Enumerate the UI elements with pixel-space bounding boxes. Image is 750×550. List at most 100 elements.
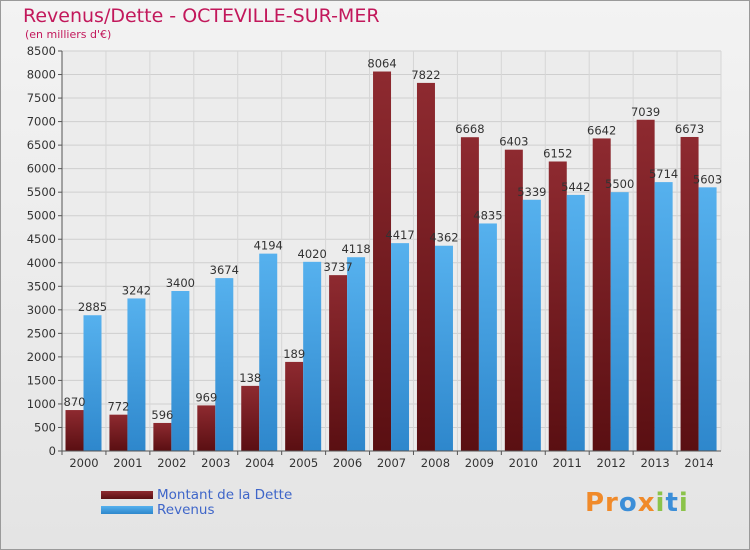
bar-dette <box>197 405 216 451</box>
data-label-dette: 870 <box>64 395 86 409</box>
x-tick-label: 2006 <box>333 456 362 470</box>
chart-subtitle: (en milliers d'€) <box>25 28 112 41</box>
y-tick-label: 500 <box>34 420 56 434</box>
y-tick-label: 8500 <box>27 44 56 58</box>
x-tick-label: 2011 <box>553 456 582 470</box>
y-tick-label: 5000 <box>27 209 56 223</box>
y-tick-label: 7000 <box>27 115 56 129</box>
data-label-revenus: 5603 <box>693 172 722 186</box>
logo-part-1: Pr <box>585 488 619 518</box>
x-tick-label: 2012 <box>597 456 626 470</box>
data-label-revenus: 4118 <box>341 242 370 256</box>
bar-dette <box>241 385 260 451</box>
y-tick-label: 6500 <box>27 138 56 152</box>
bar-revenus <box>171 291 190 451</box>
x-tick-label: 2005 <box>289 456 318 470</box>
x-tick-label: 2000 <box>69 456 98 470</box>
legend-swatch-dette <box>101 490 153 499</box>
y-tick-label: 2000 <box>27 350 56 364</box>
y-tick-label: 1500 <box>27 373 56 387</box>
data-label-dette: 969 <box>195 390 217 404</box>
data-label-dette: 138 <box>239 371 261 385</box>
bar-dette <box>592 138 611 451</box>
bar-revenus <box>522 199 541 451</box>
bars-layer <box>65 71 717 452</box>
data-label-dette: 596 <box>151 408 173 422</box>
data-label-dette: 6152 <box>543 146 572 160</box>
data-label-dette: 772 <box>107 400 129 414</box>
bar-dette <box>460 137 479 451</box>
bar-dette <box>285 361 304 451</box>
bar-revenus <box>303 261 322 451</box>
bar-revenus <box>698 187 717 451</box>
x-tick-label: 2001 <box>113 456 142 470</box>
logo-part-4: i <box>655 488 666 518</box>
data-label-dette: 7822 <box>411 68 440 82</box>
legend-label-dette: Montant de la Dette <box>157 486 293 503</box>
bar-revenus <box>215 278 234 451</box>
y-tick-label: 2500 <box>27 326 56 340</box>
data-label-revenus: 5442 <box>561 180 590 194</box>
y-tick-label: 6000 <box>27 162 56 176</box>
legend-item-revenus: Revenus <box>101 501 292 518</box>
logo-part-5: t <box>665 488 679 518</box>
legend-swatch-revenus <box>101 505 153 514</box>
x-tick-label: 2013 <box>640 456 669 470</box>
data-label-revenus: 4362 <box>429 231 458 245</box>
data-label-revenus: 3242 <box>122 283 151 297</box>
data-label-revenus: 4020 <box>298 247 327 261</box>
bar-revenus <box>610 192 629 452</box>
bar-dette <box>680 136 699 451</box>
bar-revenus <box>478 223 497 451</box>
x-tick-label: 2014 <box>684 456 713 470</box>
bar-dette <box>329 275 348 451</box>
x-tick-label: 2010 <box>509 456 538 470</box>
data-label-dette: 189 <box>283 347 305 361</box>
data-label-dette: 6673 <box>675 122 704 136</box>
labels-layer: 870 772 596 969 138 189 3737 8064 7822 6668 6403 61… <box>64 57 723 422</box>
data-label-revenus: 5500 <box>605 177 634 191</box>
data-label-revenus: 5339 <box>517 185 546 199</box>
data-label-dette: 3737 <box>323 260 352 274</box>
x-tick-label: 2009 <box>465 456 494 470</box>
data-label-dette: 8064 <box>367 57 396 71</box>
bar-revenus <box>83 315 102 451</box>
y-tick-label: 8000 <box>27 68 56 82</box>
y-tick-label: 5500 <box>27 185 56 199</box>
bar-revenus <box>434 245 453 451</box>
bar-revenus <box>566 194 585 451</box>
y-tick-label: 3500 <box>27 279 56 293</box>
y-tick-label: 3000 <box>27 303 56 317</box>
bar-dette <box>636 119 655 452</box>
data-label-dette: 6403 <box>499 135 528 149</box>
bar-revenus <box>347 257 366 451</box>
y-tick-label: 4500 <box>27 232 56 246</box>
axis-layer: 0 500 1000 1500 2000 2500 3000 3500 4000 4500 5000… <box>27 44 721 470</box>
bar-dette <box>416 82 435 451</box>
data-label-revenus: 5714 <box>649 167 678 181</box>
logo-part-2: o <box>618 488 638 518</box>
data-label-revenus: 3674 <box>210 263 239 277</box>
bar-revenus <box>127 298 146 451</box>
data-label-revenus: 4194 <box>254 239 283 253</box>
data-label-revenus: 3400 <box>166 276 195 290</box>
y-tick-label: 1000 <box>27 397 56 411</box>
logo-part-6: i <box>678 488 689 518</box>
bar-dette <box>65 410 84 451</box>
chart-title: Revenus/Dette - OCTEVILLE-SUR-MER <box>23 5 380 27</box>
bar-dette <box>373 71 392 452</box>
bar-dette <box>109 414 128 451</box>
data-label-dette: 6642 <box>587 123 616 137</box>
data-label-dette: 6668 <box>455 122 484 136</box>
legend-label-revenus: Revenus <box>157 501 215 518</box>
data-label-revenus: 4417 <box>385 228 414 242</box>
y-tick-label: 0 <box>49 444 56 458</box>
x-tick-label: 2007 <box>377 456 406 470</box>
legend: Montant de la Dette Revenus <box>101 486 293 518</box>
bar-revenus <box>654 182 673 451</box>
bar-dette <box>548 161 567 451</box>
legend-item-dette: Montant de la Dette <box>101 486 293 503</box>
x-tick-label: 2008 <box>421 456 450 470</box>
data-label-dette: 7039 <box>631 105 660 119</box>
